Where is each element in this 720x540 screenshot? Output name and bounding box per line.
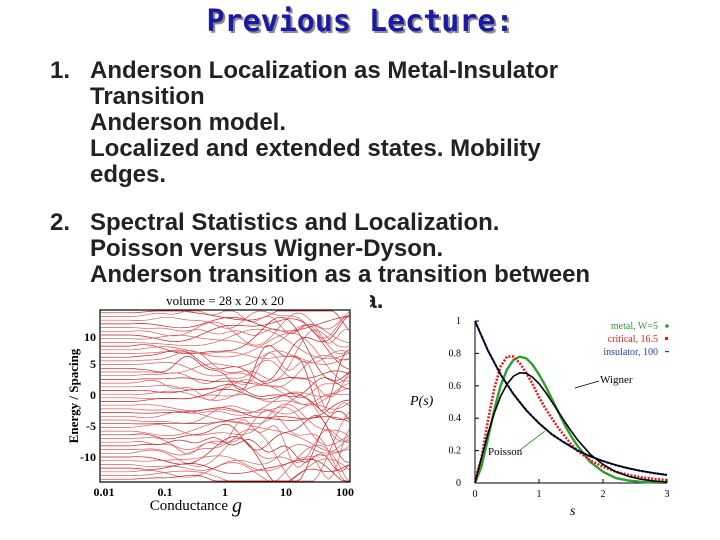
level-line [101, 389, 350, 421]
level-line [101, 416, 350, 425]
x-axis-label: s [570, 504, 576, 519]
annotation-wigner: Wigner [600, 374, 633, 386]
x-tick-label: 2 [601, 489, 606, 500]
level-line [101, 464, 350, 482]
level-line [101, 396, 350, 443]
level-line [101, 458, 349, 482]
level-line [101, 393, 350, 405]
legend-label: metal, W=5 [611, 321, 658, 332]
level-line [101, 344, 350, 412]
x-tick-label: 1 [222, 485, 228, 499]
level-line [101, 324, 350, 348]
level-line [101, 351, 350, 365]
level-line [101, 352, 350, 414]
level-line [101, 314, 350, 382]
y-tick-label: 1 [456, 316, 461, 327]
level-line [101, 350, 350, 374]
level-line [101, 359, 350, 398]
level-lines [101, 310, 350, 482]
item-line: Transition [90, 83, 205, 110]
y-tick-label: 0 [456, 478, 461, 489]
legend-marker [665, 324, 669, 328]
level-line [101, 376, 350, 399]
level-flow-chart: volume = 28 x 20 x 20 Energy / Spacing 1… [60, 290, 370, 530]
level-line [101, 318, 350, 370]
level-line [101, 415, 350, 463]
item-line: Spectral Statistics and Localization. [90, 209, 500, 236]
series-group [473, 320, 668, 484]
item-line: Poisson versus Wigner-Dyson. [90, 235, 444, 262]
level-line [101, 449, 350, 472]
level-line [101, 419, 350, 480]
item-line: Anderson model. [90, 109, 287, 136]
x-tick-label: 0 [473, 489, 478, 500]
x-tick-label: 0.1 [158, 485, 173, 499]
level-line [101, 437, 350, 472]
level-line [101, 421, 350, 453]
annotation-pointer [574, 380, 600, 389]
legend-marker [665, 337, 668, 340]
legend-label: insulator, 100 [603, 347, 658, 358]
level-line [101, 444, 350, 482]
level-line [101, 332, 350, 382]
level-line [101, 405, 350, 446]
x-tick-label: 100 [336, 485, 354, 499]
y-tick-label: 5 [90, 357, 96, 371]
level-line [101, 402, 350, 416]
series-line-wigner [474, 371, 668, 484]
level-line [101, 458, 350, 482]
level-spacing-chart: 0 1 2 3 0 0.2 0.4 0.6 0.8 1 P(s) s metal, W=5 cri… [409, 316, 670, 519]
item-line: Localized and extended states. Mobility [90, 135, 541, 162]
series-line-metal [473, 355, 668, 484]
legend-label: critical, 16.5 [608, 334, 658, 345]
level-line [101, 328, 350, 360]
level-line [101, 410, 350, 482]
level-line [101, 437, 350, 471]
series-line-poisson [474, 320, 668, 476]
slide-title: Previous Lecture: [206, 4, 514, 39]
level-line [101, 315, 350, 332]
chart-title: volume = 28 x 20 x 20 [166, 293, 284, 308]
level-line [101, 411, 350, 482]
level-line [101, 377, 350, 398]
x-axis-symbol: g [232, 495, 242, 517]
item-number: 1. [50, 57, 71, 84]
x-tick-label: 10 [280, 485, 292, 499]
level-line [101, 329, 350, 381]
y-tick-label: -10 [80, 450, 96, 464]
level-line [101, 370, 350, 385]
item-line: Anderson transition as a transition betw… [90, 261, 591, 288]
x-axis-label: Conductance [150, 498, 229, 514]
y-tick-label: 0.4 [449, 413, 462, 424]
y-axis-label: P(s) [409, 394, 434, 409]
y-tick-label: 0.6 [449, 381, 462, 392]
annotation-poisson: Poisson [488, 446, 523, 458]
x-tick-label: 1 [537, 489, 542, 500]
item-line: Anderson Localization as Metal-Insulator [90, 57, 559, 84]
y-tick-label: -5 [86, 419, 96, 433]
level-line [101, 312, 350, 355]
y-tick-label: 0.8 [449, 348, 462, 359]
item-line: edges. [90, 161, 167, 188]
annotation-pointer [519, 430, 546, 451]
level-line [101, 429, 350, 463]
y-tick-label: 10 [84, 330, 96, 344]
y-axis-label: Energy / Spacing [66, 348, 81, 443]
plot-border [99, 309, 351, 483]
y-tick-label: 0.2 [449, 446, 462, 457]
level-line [101, 382, 350, 406]
x-tick-label: 0.01 [94, 485, 115, 499]
x-tick-label: 3 [665, 489, 670, 500]
level-line [101, 387, 350, 414]
legend-marker [665, 351, 669, 353]
y-tick-label: 0 [90, 388, 96, 402]
item-number: 2. [50, 209, 71, 236]
level-line [101, 316, 350, 382]
